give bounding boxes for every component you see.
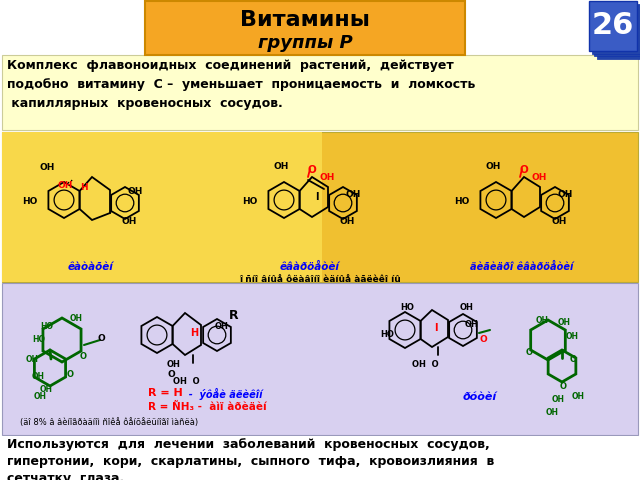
Text: OH: OH bbox=[460, 303, 474, 312]
Text: O: O bbox=[560, 382, 567, 391]
Text: O: O bbox=[80, 352, 87, 361]
Text: OH: OH bbox=[552, 217, 568, 226]
Text: H: H bbox=[80, 183, 88, 192]
Text: O: O bbox=[526, 348, 533, 357]
Text: HO: HO bbox=[22, 197, 37, 206]
Text: O: O bbox=[570, 355, 577, 364]
Text: подобно  витамину  С –  уменьшает  проницаемость  и  ломкость: подобно витамину С – уменьшает проницаем… bbox=[7, 78, 476, 91]
Text: (äî 8% â âèíîãðàäíîì ñîêå ôåíõåëüíîãî ìàñëà): (äî 8% â âèíîãðàäíîì ñîêå ôåíõåëüíîãî ìà… bbox=[20, 418, 198, 427]
Text: O: O bbox=[480, 335, 488, 344]
Text: OH: OH bbox=[558, 318, 571, 327]
Text: HO: HO bbox=[380, 330, 394, 339]
Text: OH: OH bbox=[26, 355, 39, 364]
Text: O: O bbox=[98, 334, 106, 343]
Text: OH  O: OH O bbox=[412, 360, 438, 369]
Text: I: I bbox=[434, 323, 438, 333]
Text: äèãèäðî êâàðöåòèí: äèãèäðî êâàðöåòèí bbox=[470, 262, 573, 272]
Text: H: H bbox=[190, 328, 198, 338]
FancyBboxPatch shape bbox=[2, 283, 638, 435]
Text: î ñíî âíûå ôëàâîíî èäíûå àãëèêî íû: î ñíî âíûå ôëàâîíî èäíûå àãëèêî íû bbox=[239, 275, 401, 284]
FancyBboxPatch shape bbox=[597, 9, 640, 59]
Text: OH: OH bbox=[558, 190, 573, 199]
Text: гипертонии,  кори,  скарлатины,  сыпного  тифа,  кровоизлияния  в: гипертонии, кори, скарлатины, сыпного ти… bbox=[7, 455, 494, 468]
Text: капиллярных  кровеносных  сосудов.: капиллярных кровеносных сосудов. bbox=[7, 97, 283, 110]
Text: HO: HO bbox=[454, 197, 469, 206]
Text: OH: OH bbox=[546, 408, 559, 417]
Text: -  ýôåè äëèêîí: - ýôåè äëèêîí bbox=[182, 388, 262, 400]
Text: OH: OH bbox=[552, 395, 565, 404]
Text: OH: OH bbox=[32, 372, 45, 381]
FancyBboxPatch shape bbox=[589, 1, 637, 51]
Text: группы Р: группы Р bbox=[258, 34, 353, 52]
Text: R = ÑH₃ -  àìï àðèäèí: R = ÑH₃ - àìï àðèäèí bbox=[148, 402, 267, 412]
Text: O: O bbox=[308, 165, 317, 175]
Text: OH: OH bbox=[58, 181, 74, 190]
Text: êàòàõèí: êàòàõèí bbox=[67, 262, 113, 272]
Text: êâàðöåòèí: êâàðöåòèí bbox=[280, 262, 340, 272]
FancyBboxPatch shape bbox=[2, 436, 638, 478]
Text: OH: OH bbox=[122, 217, 138, 226]
Text: ðóòèí: ðóòèí bbox=[463, 392, 497, 402]
Text: R = H: R = H bbox=[148, 388, 183, 398]
FancyBboxPatch shape bbox=[2, 55, 638, 130]
Text: OH: OH bbox=[532, 173, 547, 182]
FancyBboxPatch shape bbox=[145, 1, 465, 55]
Text: OH: OH bbox=[40, 385, 53, 394]
Text: HO: HO bbox=[32, 335, 45, 344]
Text: HO: HO bbox=[400, 303, 414, 312]
Text: 26: 26 bbox=[592, 12, 634, 40]
Text: OH: OH bbox=[465, 320, 479, 329]
Text: R: R bbox=[229, 309, 239, 322]
Text: OH: OH bbox=[34, 392, 47, 401]
Text: OH: OH bbox=[215, 322, 229, 331]
Text: OH: OH bbox=[486, 162, 501, 171]
Text: Используются  для  лечении  заболеваний  кровеносных  сосудов,: Используются для лечении заболеваний кро… bbox=[7, 438, 490, 451]
FancyBboxPatch shape bbox=[2, 132, 322, 282]
Text: OH: OH bbox=[536, 316, 549, 325]
Text: O: O bbox=[167, 370, 175, 379]
Text: OH: OH bbox=[128, 187, 143, 196]
Text: OH  O: OH O bbox=[173, 377, 200, 386]
Text: OH: OH bbox=[566, 332, 579, 341]
Text: O: O bbox=[520, 165, 529, 175]
Text: Комплекс  флавоноидных  соединений  растений,  действует: Комплекс флавоноидных соединений растени… bbox=[7, 59, 454, 72]
Text: OH: OH bbox=[572, 392, 585, 401]
Text: OH: OH bbox=[340, 217, 355, 226]
Text: OH: OH bbox=[346, 190, 362, 199]
FancyBboxPatch shape bbox=[594, 6, 640, 56]
Text: HO: HO bbox=[242, 197, 257, 206]
Text: OH: OH bbox=[167, 360, 181, 369]
FancyBboxPatch shape bbox=[592, 4, 640, 54]
Text: HO: HO bbox=[40, 322, 53, 331]
Text: OH: OH bbox=[320, 173, 335, 182]
Text: OH: OH bbox=[70, 314, 83, 323]
Text: O: O bbox=[67, 370, 74, 379]
FancyBboxPatch shape bbox=[2, 132, 638, 282]
Text: сетчатку  глаза.: сетчатку глаза. bbox=[7, 472, 124, 480]
Text: OH: OH bbox=[274, 162, 289, 171]
Text: Витамины: Витамины bbox=[240, 10, 370, 30]
Text: I: I bbox=[315, 192, 319, 202]
Text: OH: OH bbox=[40, 163, 56, 172]
